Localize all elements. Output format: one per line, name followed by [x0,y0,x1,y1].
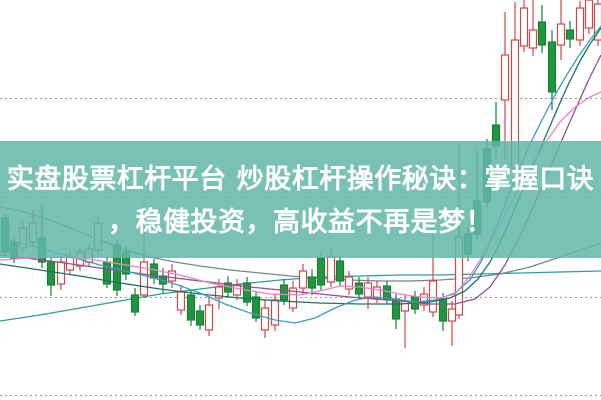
headline-line-2: ，稳健投资，高收益不再是梦！ [108,206,493,238]
headline-line-1: 实盘股票杠杆平台 炒股杠杆操作秘诀：掌握口诀 [6,163,595,195]
headline-banner: 实盘股票杠杆平台 炒股杠杆操作秘诀：掌握口诀 ，稳健投资，高收益不再是梦！ [0,141,601,258]
